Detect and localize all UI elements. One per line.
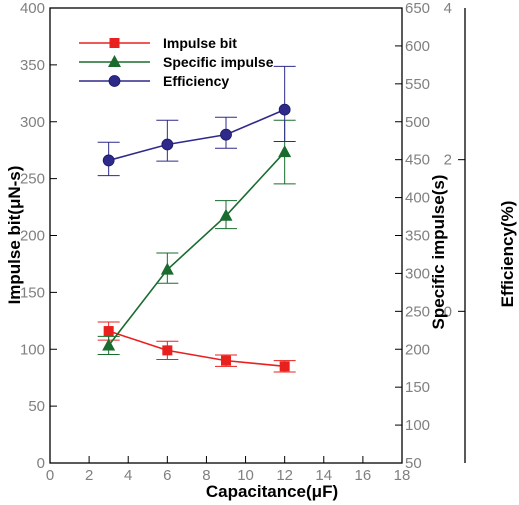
impulse-bit-series xyxy=(97,321,296,373)
impulse-tick-label: 400 xyxy=(20,0,45,17)
impulse-bit-point xyxy=(162,345,173,356)
impulse-bit-line xyxy=(108,330,285,368)
x-tick-label: 0 xyxy=(46,467,54,484)
x-tick-label: 12 xyxy=(276,467,293,484)
efficiency-tick-label: 4 xyxy=(444,0,452,17)
efficiency-axis-title: Efficiency(%) xyxy=(498,201,517,308)
x-axis-ticks: 0 2 4 6 8 10 12 14 16 18 xyxy=(46,456,411,484)
efficiency-point xyxy=(161,138,174,151)
isp-tick-label: 300 xyxy=(405,265,430,282)
x-tick-label: 16 xyxy=(355,467,372,484)
efficiency-point xyxy=(102,154,115,167)
isp-tick-label: 100 xyxy=(405,417,430,434)
x-axis-title: Capacitance(μF) xyxy=(206,482,338,501)
legend-marker xyxy=(108,75,121,87)
isp-tick-label: 50 xyxy=(405,455,422,472)
specific-impulse-point xyxy=(160,262,174,275)
specific-impulse-point xyxy=(102,338,116,351)
impulse-tick-label: 50 xyxy=(28,398,45,415)
specific-impulse-point xyxy=(278,145,292,158)
legend-label: Efficiency xyxy=(163,73,229,89)
isp-tick-label: 350 xyxy=(405,228,430,245)
impulse-tick-label: 300 xyxy=(20,114,45,131)
isp-tick-label: 150 xyxy=(405,379,430,396)
legend-item-impulse-bit: Impulse bit xyxy=(79,35,237,51)
x-tick-label: 4 xyxy=(124,467,132,484)
efficiency-point xyxy=(220,128,232,141)
impulse-tick-label: 100 xyxy=(20,341,45,358)
isp-tick-label: 250 xyxy=(405,303,430,320)
impulse-tick-label: 0 xyxy=(37,455,45,472)
isp-axis-title: Specific impulse(s) xyxy=(429,175,448,330)
efficiency-tick-label: 2 xyxy=(444,152,452,169)
isp-axis: 50 100 150 200 250 300 350 400 450 500 550 600 650 xyxy=(395,0,430,472)
specific-impulse-series xyxy=(97,119,296,356)
isp-tick-label: 550 xyxy=(405,76,430,93)
specific-impulse-point xyxy=(219,208,233,221)
efficiency-point xyxy=(278,103,291,116)
x-tick-label: 2 xyxy=(85,467,93,484)
legend-item-efficiency: Efficiency xyxy=(79,73,229,89)
impulse-bit-point xyxy=(103,326,114,337)
impulse-tick-label: 350 xyxy=(20,57,45,74)
legend-marker xyxy=(108,55,121,67)
impulse-bit-point xyxy=(221,355,231,366)
legend-item-specific-impulse: Specific impulse xyxy=(79,54,274,70)
isp-tick-label: 400 xyxy=(405,190,430,207)
legend: Impulse bit Specific impulse Efficiency xyxy=(79,35,274,89)
x-tick-label: 6 xyxy=(163,467,171,484)
efficiency-axis: 0 2 4 xyxy=(444,0,466,463)
isp-tick-label: 600 xyxy=(405,38,430,55)
impulse-axis-ticks: 0 50 100 150 200 250 300 350 400 xyxy=(20,0,57,472)
isp-tick-label: 200 xyxy=(405,341,430,358)
impulse-tick-label: 200 xyxy=(20,228,45,245)
series-layer xyxy=(97,65,296,373)
efficiency-line xyxy=(108,108,285,162)
x-tick-label: 8 xyxy=(202,467,210,484)
legend-marker xyxy=(109,38,120,48)
efficiency-series xyxy=(97,65,296,177)
impulse-axis-title: Impulse bit(μN-s) xyxy=(5,166,24,305)
isp-tick-label: 500 xyxy=(405,114,430,131)
legend-label: Specific impulse xyxy=(163,54,274,70)
isp-tick-label: 450 xyxy=(405,152,430,169)
impulse-tick-label: 150 xyxy=(20,284,45,301)
impulse-tick-label: 250 xyxy=(20,171,45,188)
x-tick-label: 10 xyxy=(237,467,254,484)
specific-impulse-line xyxy=(108,151,286,346)
isp-tick-label: 650 xyxy=(405,0,430,17)
x-tick-label: 14 xyxy=(315,467,332,484)
x-tick-label: 18 xyxy=(394,467,411,484)
legend-label: Impulse bit xyxy=(163,35,237,51)
efficiency-tick-label: 0 xyxy=(444,303,452,320)
impulse-bit-point xyxy=(279,361,290,372)
